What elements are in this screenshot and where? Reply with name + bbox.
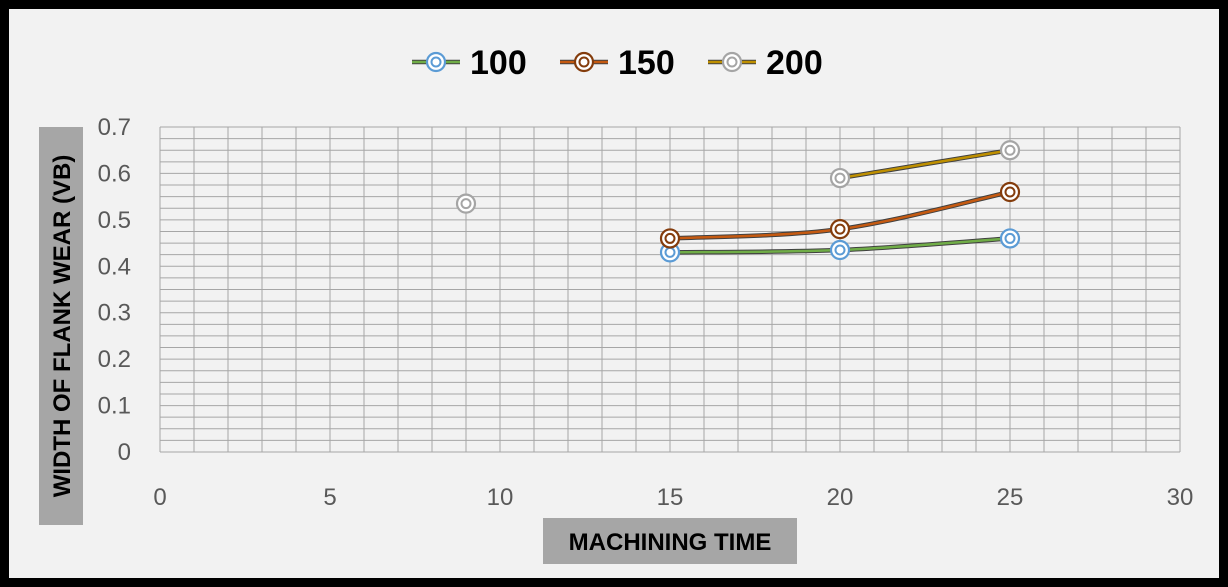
data-point-200-inner: [834, 172, 846, 184]
data-point-150-inner: [664, 232, 676, 244]
series: [455, 140, 1021, 263]
legend-label: 150: [618, 44, 675, 82]
y-tick-label: 0: [118, 439, 131, 466]
legend: 100 150 200: [412, 44, 823, 82]
x-tick-label: 20: [827, 484, 854, 511]
legend-marker-inner: [726, 56, 738, 68]
x-tick-label: 10: [487, 484, 514, 511]
y-tick-label: 0.1: [98, 393, 131, 420]
y-axis-title-box: [39, 127, 83, 525]
data-point-200: [455, 193, 477, 214]
x-axis-title-box: [543, 518, 797, 564]
y-tick-label: 0.5: [98, 207, 131, 234]
legend-marker: [721, 51, 743, 73]
legend-item-100: 100: [412, 44, 527, 82]
y-tick-label: 0.4: [98, 253, 131, 280]
axis-titles: MACHINING TIME WIDTH OF FLANK WEAR (VB): [39, 127, 797, 564]
data-point-100: [829, 239, 851, 261]
x-tick-label: 0: [153, 484, 166, 511]
data-point-150-inner: [1004, 186, 1016, 198]
data-point-150: [829, 219, 851, 240]
x-tick-label: 30: [1167, 484, 1194, 511]
x-tick-label: 5: [323, 484, 336, 511]
data-point-200: [999, 140, 1021, 161]
series-150: [659, 181, 1021, 249]
tick-labels: 0 5 10 15 20 25 30 0 0.1 0.2 0.3 0.4 0.5 0.6 0.7: [98, 114, 1194, 511]
grid: [159, 126, 1181, 453]
legend-marker-inner: [430, 56, 442, 68]
data-point-150: [659, 228, 681, 249]
legend-marker: [425, 51, 447, 73]
data-point-150-inner: [834, 223, 846, 235]
data-point-100: [999, 228, 1021, 249]
legend-item-200: 200: [708, 44, 823, 82]
y-tick-label: 0.3: [98, 300, 131, 327]
data-point-100-inner: [834, 244, 846, 256]
legend-label: 100: [470, 44, 527, 82]
y-tick-label: 0.2: [98, 346, 131, 373]
series-200: [455, 140, 1021, 214]
legend-marker: [573, 51, 595, 73]
series-line-200: [839, 148, 1011, 180]
legend-label: 200: [766, 44, 823, 82]
data-point-200: [829, 167, 851, 189]
x-tick-label: 15: [657, 484, 684, 511]
y-axis-title: WIDTH OF FLANK WEAR (VB): [49, 155, 76, 498]
data-point-200-inner: [1004, 144, 1016, 156]
data-point-100-inner: [1004, 232, 1016, 244]
x-axis-title: MACHINING TIME: [569, 529, 772, 556]
legend-marker-inner: [578, 56, 590, 68]
x-tick-label: 25: [997, 484, 1024, 511]
legend-item-150: 150: [560, 44, 675, 82]
data-point-150: [999, 181, 1021, 203]
data-point-200-inner: [460, 198, 472, 210]
y-tick-label: 0.7: [98, 114, 131, 141]
y-tick-label: 0.6: [98, 160, 131, 187]
